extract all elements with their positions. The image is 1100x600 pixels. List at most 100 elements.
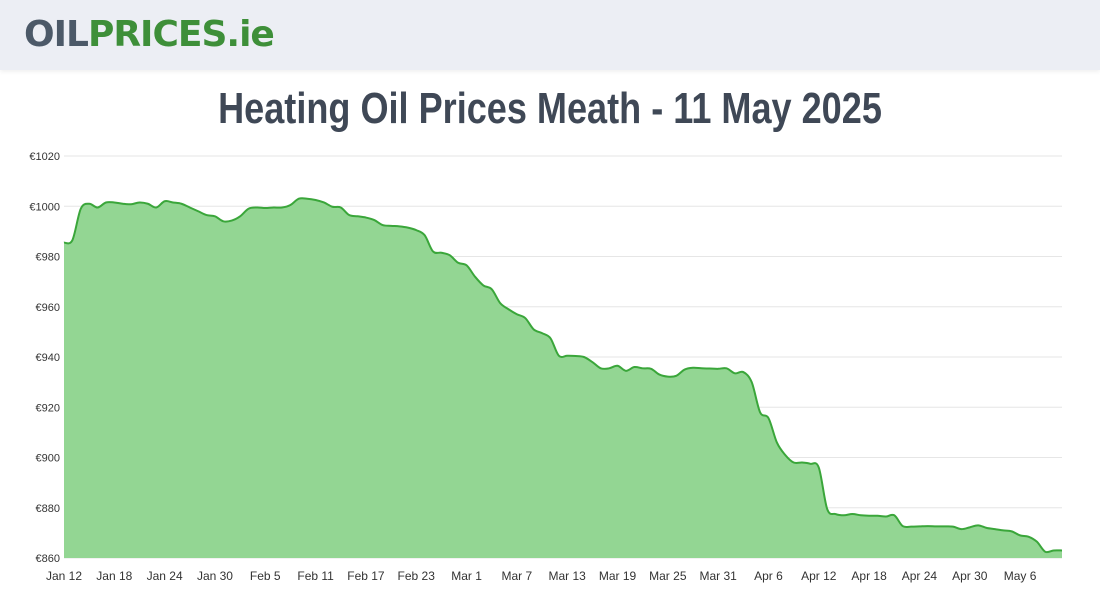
data-point	[751, 381, 753, 383]
data-point	[1010, 530, 1012, 532]
logo-text-ie: .ie	[226, 14, 274, 55]
data-point	[516, 313, 518, 315]
data-point	[574, 355, 576, 357]
data-point	[683, 368, 685, 370]
data-point	[566, 355, 568, 357]
data-point	[583, 356, 585, 358]
x-tick-label: Apr 30	[952, 569, 988, 583]
data-point	[692, 367, 694, 369]
x-tick-label: Mar 1	[451, 569, 482, 583]
data-point	[449, 254, 451, 256]
data-point	[843, 514, 845, 516]
site-logo[interactable]: OILPRICES.ie	[24, 14, 275, 55]
data-point	[197, 210, 199, 212]
x-tick-label: Mar 19	[599, 569, 637, 583]
data-point	[314, 199, 316, 201]
data-point	[1052, 549, 1054, 551]
y-tick-label: €940	[36, 352, 60, 364]
data-point	[298, 198, 300, 200]
x-tick-label: May 6	[1004, 569, 1037, 583]
data-point	[239, 215, 241, 217]
data-point	[633, 366, 635, 368]
x-tick-label: Apr 6	[754, 569, 783, 583]
data-point	[818, 466, 820, 468]
y-tick-label: €960	[36, 302, 60, 314]
data-point	[390, 225, 392, 227]
data-point	[499, 302, 501, 304]
x-tick-label: Apr 24	[902, 569, 938, 583]
data-point	[952, 525, 954, 527]
x-tick-label: Mar 7	[502, 569, 533, 583]
data-point	[977, 524, 979, 526]
x-tick-label: Feb 17	[347, 569, 385, 583]
data-point	[180, 203, 182, 205]
y-tick-label: €1000	[29, 201, 60, 213]
data-point	[776, 441, 778, 443]
data-point	[63, 241, 65, 243]
data-point	[826, 508, 828, 510]
data-point	[423, 234, 425, 236]
data-point	[641, 367, 643, 369]
logo-text-prices: PRICES	[87, 14, 227, 55]
data-point	[88, 203, 90, 205]
data-point	[247, 208, 249, 210]
data-point	[524, 317, 526, 319]
data-point	[876, 515, 878, 517]
y-tick-label: €920	[36, 402, 60, 414]
data-point	[507, 308, 509, 310]
data-point	[1002, 529, 1004, 531]
data-point	[717, 368, 719, 370]
data-point	[1061, 549, 1063, 551]
data-point	[415, 229, 417, 231]
data-point	[407, 226, 409, 228]
data-point	[80, 208, 82, 210]
data-point	[910, 525, 912, 527]
x-tick-label: Apr 12	[801, 569, 837, 583]
logo-text-oil: OIL	[24, 14, 89, 55]
data-point	[264, 207, 266, 209]
header-bar: OILPRICES.ie	[0, 0, 1100, 70]
data-point	[155, 206, 157, 208]
data-point	[658, 373, 660, 375]
data-point	[985, 527, 987, 529]
data-point	[122, 203, 124, 205]
data-point	[491, 288, 493, 290]
data-point	[381, 224, 383, 226]
data-point	[1044, 551, 1046, 553]
x-tick-label: Jan 24	[147, 569, 183, 583]
data-point	[809, 463, 811, 465]
data-point	[767, 417, 769, 419]
data-point	[675, 375, 677, 377]
data-point	[365, 216, 367, 218]
data-point	[281, 206, 283, 208]
data-point	[482, 284, 484, 286]
data-point	[1027, 535, 1029, 537]
data-point	[860, 514, 862, 516]
price-chart: €860 €880 €900 €920 €940 €960 €980 €1000 €1020 Ja…	[29, 151, 1063, 583]
data-point	[834, 513, 836, 515]
data-point	[432, 250, 434, 252]
data-point	[138, 201, 140, 203]
data-point	[474, 275, 476, 277]
data-point	[272, 206, 274, 208]
data-point	[734, 372, 736, 374]
data-point	[331, 206, 333, 208]
x-tick-label: Jan 12	[46, 569, 82, 583]
data-point	[306, 198, 308, 200]
data-point	[616, 365, 618, 367]
data-point	[725, 367, 727, 369]
data-point	[373, 219, 375, 221]
data-point	[943, 525, 945, 527]
data-point	[549, 337, 551, 339]
data-point	[625, 370, 627, 372]
data-point	[222, 220, 224, 222]
data-point	[994, 528, 996, 530]
data-point	[608, 367, 610, 369]
x-tick-label: Feb 5	[250, 569, 281, 583]
data-point	[205, 214, 207, 216]
data-point	[189, 206, 191, 208]
series-line	[63, 197, 1063, 554]
data-point	[96, 206, 98, 208]
y-tick-label: €860	[36, 553, 60, 565]
data-point	[851, 513, 853, 515]
